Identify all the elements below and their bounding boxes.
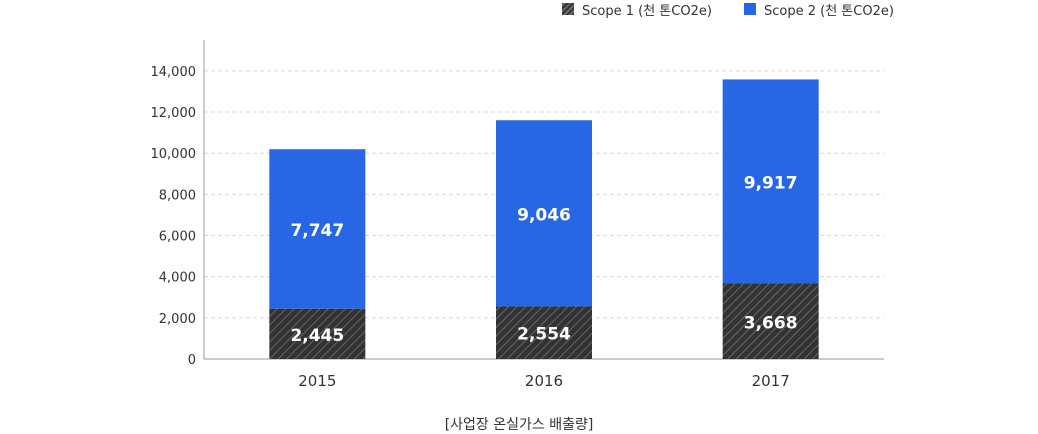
data-label-scope2: 7,747 [290, 221, 344, 241]
chart-caption: [사업장 온실가스 배출량] [444, 417, 594, 433]
data-label-scope1: 2,554 [517, 325, 571, 345]
data-label-scope1: 2,445 [290, 326, 344, 346]
legend-label-scope1: Scope 1 (천 톤CO2e) [582, 3, 712, 19]
bar-scope2 [269, 149, 366, 309]
y-tick-label: 12,000 [151, 106, 197, 121]
data-label-scope2: 9,917 [744, 173, 798, 193]
legend-item-scope1: Scope 1 (천 톤CO2e) [562, 0, 712, 19]
x-tick-label: 2015 [298, 372, 336, 390]
y-tick-label: 14,000 [151, 65, 197, 80]
y-tick-label: 2,000 [159, 312, 196, 327]
bar-scope2 [496, 120, 592, 307]
bar-scope1 [496, 306, 592, 359]
bar-scope2 [722, 79, 819, 284]
bars [269, 79, 819, 359]
legend-label-scope2: Scope 2 (천 톤CO2e) [764, 3, 894, 19]
labels: 2,445 7,747 2015 2,554 9,046 2016 3,668 9,917 20… [290, 173, 797, 390]
x-tick-label: 2016 [525, 372, 563, 390]
y-tick-label: 10,000 [151, 147, 197, 162]
y-tick-label: 4,000 [159, 271, 196, 286]
y-tick-label: 0 [188, 353, 196, 368]
x-tick-label: 2017 [752, 372, 790, 390]
legend-swatch-scope1-icon [562, 3, 574, 15]
y-tick-label: 8,000 [159, 188, 196, 203]
data-label-scope2: 9,046 [517, 205, 571, 225]
bar-scope1 [722, 283, 819, 359]
data-label-scope1: 3,668 [744, 313, 798, 333]
legend-swatch-scope2-icon [744, 3, 756, 15]
bar-scope1 [269, 308, 366, 359]
y-tick-label: 6,000 [159, 230, 196, 245]
legend-item-scope2: Scope 2 (천 톤CO2e) [744, 0, 894, 19]
